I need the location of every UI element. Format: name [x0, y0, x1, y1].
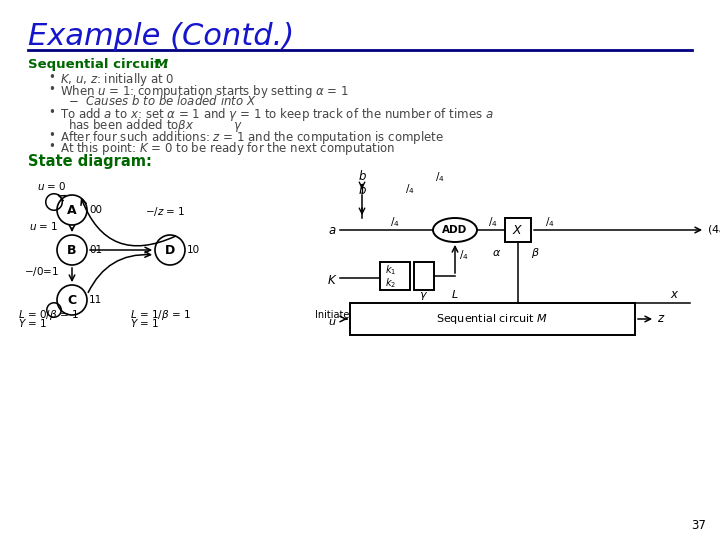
- Text: $-/z$ = 1: $-/z$ = 1: [145, 205, 185, 218]
- Text: :: :: [163, 58, 168, 71]
- Text: /$_4$: /$_4$: [545, 215, 555, 229]
- Text: •: •: [48, 106, 55, 119]
- Text: 01: 01: [89, 245, 102, 255]
- Text: $\gamma$: $\gamma$: [420, 290, 428, 302]
- Text: $u$ = 0: $u$ = 0: [37, 180, 67, 192]
- Text: ADD: ADD: [442, 225, 467, 235]
- Text: $β$: $β$: [531, 246, 539, 260]
- Text: $k_2$: $k_2$: [385, 276, 396, 290]
- Text: 11: 11: [89, 295, 102, 305]
- Text: •: •: [48, 129, 55, 142]
- Text: Sequential circuit: Sequential circuit: [28, 58, 165, 71]
- Text: $u$: $u$: [328, 317, 336, 327]
- Text: $α$: $α$: [492, 248, 502, 258]
- Text: $-$/0=1: $-$/0=1: [24, 265, 60, 278]
- Text: /$_4$: /$_4$: [405, 182, 415, 196]
- Text: At this point: $K$ = 0 to be ready for the next computation: At this point: $K$ = 0 to be ready for t…: [60, 140, 395, 157]
- Text: 10: 10: [187, 245, 200, 255]
- Text: has been added to$\beta x$           $\gamma$: has been added to$\beta x$ $\gamma$: [68, 117, 243, 134]
- Text: •: •: [48, 83, 55, 96]
- Text: /$_4$: /$_4$: [488, 215, 498, 229]
- Text: Sequential circuit $M$: Sequential circuit $M$: [436, 312, 549, 326]
- Text: •: •: [48, 71, 55, 84]
- Text: /$_4$: /$_4$: [390, 215, 400, 229]
- Text: B: B: [67, 244, 77, 256]
- Text: 00: 00: [89, 205, 102, 215]
- Text: $x$: $x$: [670, 288, 680, 301]
- Text: $L$ = 1/$\beta$ = 1: $L$ = 1/$\beta$ = 1: [130, 308, 191, 322]
- Text: /$_4$: /$_4$: [459, 248, 469, 262]
- Text: $L$ = 0/$\beta$ = 1: $L$ = 0/$\beta$ = 1: [18, 308, 78, 322]
- Text: To add $a$ to $x$: set $\alpha$ = 1 and $\gamma$ = 1 to keep track of the number: To add $a$ to $x$: set $\alpha$ = 1 and …: [60, 106, 493, 123]
- Text: State diagram:: State diagram:: [28, 154, 152, 169]
- Text: $b$: $b$: [358, 169, 366, 183]
- Text: A: A: [67, 204, 77, 217]
- Text: $X$: $X$: [513, 224, 523, 237]
- Text: $b$: $b$: [358, 183, 366, 197]
- Text: $-$  Causes $b$ to be loaded into $X$: $-$ Causes $b$ to be loaded into $X$: [68, 94, 256, 108]
- Text: Example (Contd.): Example (Contd.): [28, 22, 294, 51]
- Text: $(4a + b){\cdot}u$: $(4a + b){\cdot}u$: [707, 224, 720, 237]
- Text: $a$: $a$: [328, 224, 336, 237]
- Text: 37: 37: [691, 519, 706, 532]
- Text: $K$: $K$: [327, 273, 337, 287]
- Text: $u$ = 1: $u$ = 1: [30, 220, 59, 232]
- Text: $Y$ = 1: $Y$ = 1: [18, 317, 48, 329]
- Text: $z$: $z$: [657, 313, 665, 326]
- Text: M: M: [155, 58, 168, 71]
- Text: D: D: [165, 244, 175, 256]
- Text: /$_4$: /$_4$: [435, 170, 445, 184]
- Text: $K$, $u$, $z$: initially at 0: $K$, $u$, $z$: initially at 0: [60, 71, 174, 88]
- Text: After four such additions: $z$ = 1 and the computation is complete: After four such additions: $z$ = 1 and t…: [60, 129, 444, 146]
- Text: $k_1$: $k_1$: [385, 263, 396, 277]
- Text: C: C: [68, 294, 76, 307]
- Text: $Y$ = 1: $Y$ = 1: [130, 317, 159, 329]
- Text: When $u$ = 1: computation starts by setting $\alpha$ = 1: When $u$ = 1: computation starts by sett…: [60, 83, 348, 100]
- Text: $L$: $L$: [451, 288, 459, 300]
- Text: Initiate: Initiate: [315, 310, 349, 320]
- Text: •: •: [48, 140, 55, 153]
